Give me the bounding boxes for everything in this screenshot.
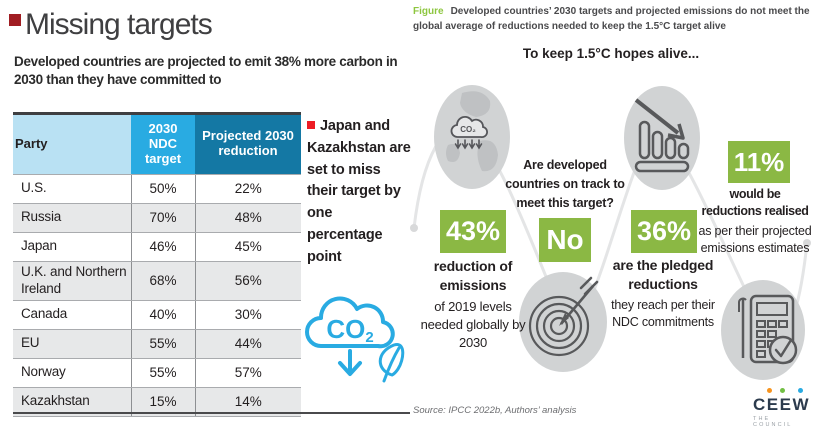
step3-bold-line2: reductions realised: [701, 203, 809, 218]
stat-43-percent: 43%: [440, 210, 506, 253]
cell-target: 55%: [130, 329, 195, 359]
declining-chart-icon: [624, 86, 700, 190]
right-panel: Figure Developed countries’ 2030 targets …: [408, 0, 814, 434]
ceew-logo: CEEW THE COUNCIL: [753, 388, 813, 428]
cell-party: Kazakhstan: [13, 387, 131, 417]
stat-11-percent: 11%: [728, 141, 790, 183]
cell-projected: 56%: [194, 261, 301, 301]
cell-party: U.S.: [13, 174, 131, 204]
cell-party: Norway: [13, 358, 131, 388]
co2-subscript: 2: [365, 329, 373, 346]
table-row: Kazakhstan 15% 14%: [13, 387, 301, 417]
table-row: U.S. 50% 22%: [13, 174, 301, 204]
step1-text: reduction of emissions of 2019 levels ne…: [417, 257, 529, 352]
stat-36-percent: 36%: [631, 210, 697, 253]
step2-bold-text: are the pledged reductions: [612, 257, 714, 292]
cell-target: 15%: [130, 387, 195, 417]
source-text: Source: IPCC 2022b, Authors’ analysis: [413, 405, 577, 416]
cell-party: EU: [13, 329, 131, 359]
cell-projected: 44%: [194, 329, 301, 359]
column-header-ndc-target: 2030 NDC target: [131, 113, 195, 175]
co2-reduction-icon: CO2: [305, 296, 405, 383]
cell-projected: 14%: [194, 387, 301, 417]
flow-heading: To keep 1.5°C hopes alive...: [522, 46, 700, 61]
step2-detail-text: they reach per their NDC commitments: [611, 297, 715, 330]
table-row: EU 55% 44%: [13, 329, 301, 359]
logo-tagline: THE COUNCIL: [753, 416, 793, 428]
table-header-row: Party 2030 NDC target Projected 2030 red…: [13, 113, 301, 175]
figure-label: Figure: [413, 6, 444, 17]
table-row: Canada 40% 30%: [13, 300, 301, 330]
step3-detail-text: as per their projected emissions estimat…: [698, 223, 812, 256]
step1-bold-text: reduction of emissions: [433, 258, 513, 293]
ndc-targets-table: Party 2030 NDC target Projected 2030 red…: [13, 112, 301, 417]
svg-text:CO2: CO2: [326, 314, 373, 346]
step3-bold-line1: would be: [729, 187, 781, 201]
logo-dot-blue-icon: [798, 388, 803, 393]
cell-party: Japan: [13, 232, 131, 262]
calculator-check-icon: [721, 280, 805, 380]
globe-co2-text: CO₂: [460, 125, 476, 134]
globe-emissions-icon: CO₂: [434, 85, 510, 189]
cell-target: 55%: [130, 358, 195, 388]
table-row: Norway 55% 57%: [13, 358, 301, 388]
cell-target: 68%: [130, 261, 195, 301]
cell-target: 40%: [130, 300, 195, 330]
cell-projected: 22%: [194, 174, 301, 204]
cell-party: U.K. and Northern Ireland: [13, 261, 131, 301]
figure-caption: Figure Developed countries’ 2030 targets …: [413, 5, 811, 34]
table-row: Russia 70% 48%: [13, 203, 301, 233]
answer-no-badge: No: [539, 218, 591, 262]
annotation-note-text: Japan and Kazakhstan are set to miss the…: [307, 118, 411, 265]
logo-name: CEEW: [753, 395, 810, 414]
step3-text: would be reductions realised as per thei…: [695, 186, 814, 258]
figure-caption-text: Developed countries’ 2030 targets and pr…: [413, 6, 810, 32]
left-panel: Missing targets Developed countries are …: [9, 8, 411, 417]
cell-target: 50%: [130, 174, 195, 204]
co2-text: CO: [326, 314, 365, 344]
step2-text: are the pledged reductions they reach pe…: [598, 256, 728, 332]
page-title: Missing targets: [25, 8, 213, 41]
column-header-projected: Projected 2030 reduction: [195, 113, 301, 175]
table-row: U.K. and Northern Ireland 68% 56%: [13, 261, 301, 301]
target-dart-icon: [519, 272, 607, 372]
cell-party: Russia: [13, 203, 131, 233]
brand-mark-square: [9, 14, 21, 26]
logo-dot-green-icon: [780, 388, 785, 393]
cell-projected: 45%: [194, 232, 301, 262]
cell-target: 70%: [130, 203, 195, 233]
cell-projected: 57%: [194, 358, 301, 388]
cell-party: Canada: [13, 300, 131, 330]
column-header-party: Party: [13, 113, 131, 175]
logo-dot-orange-icon: [767, 388, 772, 393]
step1-detail-text: of 2019 levels needed globally by 2030: [420, 298, 526, 351]
cell-target: 46%: [130, 232, 195, 262]
cell-projected: 30%: [194, 300, 301, 330]
annotation-note: Japan and Kazakhstan are set to miss the…: [307, 116, 411, 268]
table-row: Japan 46% 45%: [13, 232, 301, 262]
bottom-rule: [13, 412, 410, 414]
question-text: Are developed countries on track to meet…: [505, 158, 625, 210]
red-bullet-icon: [307, 121, 315, 129]
page-subtitle: Developed countries are projected to emi…: [14, 54, 398, 88]
cell-projected: 48%: [194, 203, 301, 233]
